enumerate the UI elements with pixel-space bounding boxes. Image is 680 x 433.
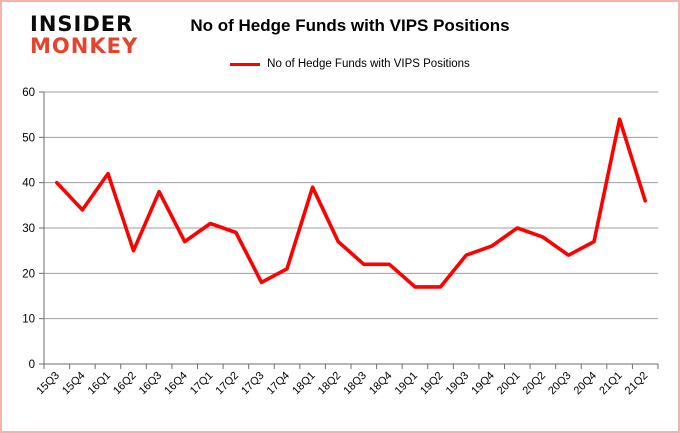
x-axis-label: 17Q1 xyxy=(188,370,216,398)
x-axis-label: 17Q4 xyxy=(265,370,293,398)
x-axis-label: 16Q1 xyxy=(86,370,114,398)
y-axis-label: 50 xyxy=(22,132,35,144)
x-axis-label: 20Q2 xyxy=(520,370,548,398)
x-axis-label: 19Q3 xyxy=(444,370,472,398)
legend-line-swatch xyxy=(230,62,261,66)
y-axis-label: 10 xyxy=(22,314,35,326)
logo-monkey-text: MONKEY xyxy=(30,34,139,58)
y-axis-label: 40 xyxy=(22,178,35,190)
y-axis-label: 20 xyxy=(22,268,35,280)
y-axis-label: 30 xyxy=(22,223,35,235)
x-axis-label: 17Q3 xyxy=(239,370,267,398)
x-axis-label: 19Q1 xyxy=(393,370,421,398)
x-axis-label: 15Q3 xyxy=(34,370,62,398)
x-axis-label: 19Q4 xyxy=(469,370,497,398)
logo-insider-text: INSIDER xyxy=(30,12,134,36)
x-axis-label: 21Q2 xyxy=(623,370,651,398)
x-axis-label: 16Q4 xyxy=(162,370,190,398)
chart-legend: No of Hedge Funds with VIPS Positions xyxy=(62,58,638,70)
series-polyline xyxy=(54,117,648,289)
y-axis-label: 0 xyxy=(29,359,35,371)
insider-monkey-logo: INSIDER MONKEY xyxy=(30,14,138,57)
x-axis-label: 20Q3 xyxy=(546,370,574,398)
y-axis-label: 60 xyxy=(22,87,35,99)
legend-label: No of Hedge Funds with VIPS Positions xyxy=(267,58,470,70)
x-axis-label: 15Q4 xyxy=(60,370,88,398)
x-axis-label: 18Q2 xyxy=(316,370,344,398)
x-axis-label: 16Q3 xyxy=(137,370,165,398)
x-axis-label: 18Q1 xyxy=(290,370,318,398)
chart-title: No of Hedge Funds with VIPS Positions xyxy=(190,16,510,35)
x-axis-label: 16Q2 xyxy=(111,370,139,398)
x-axis-label: 18Q4 xyxy=(367,370,395,398)
x-axis-label: 20Q1 xyxy=(495,370,523,398)
x-axis-label: 17Q2 xyxy=(213,370,241,398)
x-axis-label: 21Q1 xyxy=(597,370,625,398)
x-axis-label: 19Q2 xyxy=(418,370,446,398)
x-axis-label: 18Q3 xyxy=(341,370,369,398)
x-axis-label: 20Q4 xyxy=(572,370,600,398)
